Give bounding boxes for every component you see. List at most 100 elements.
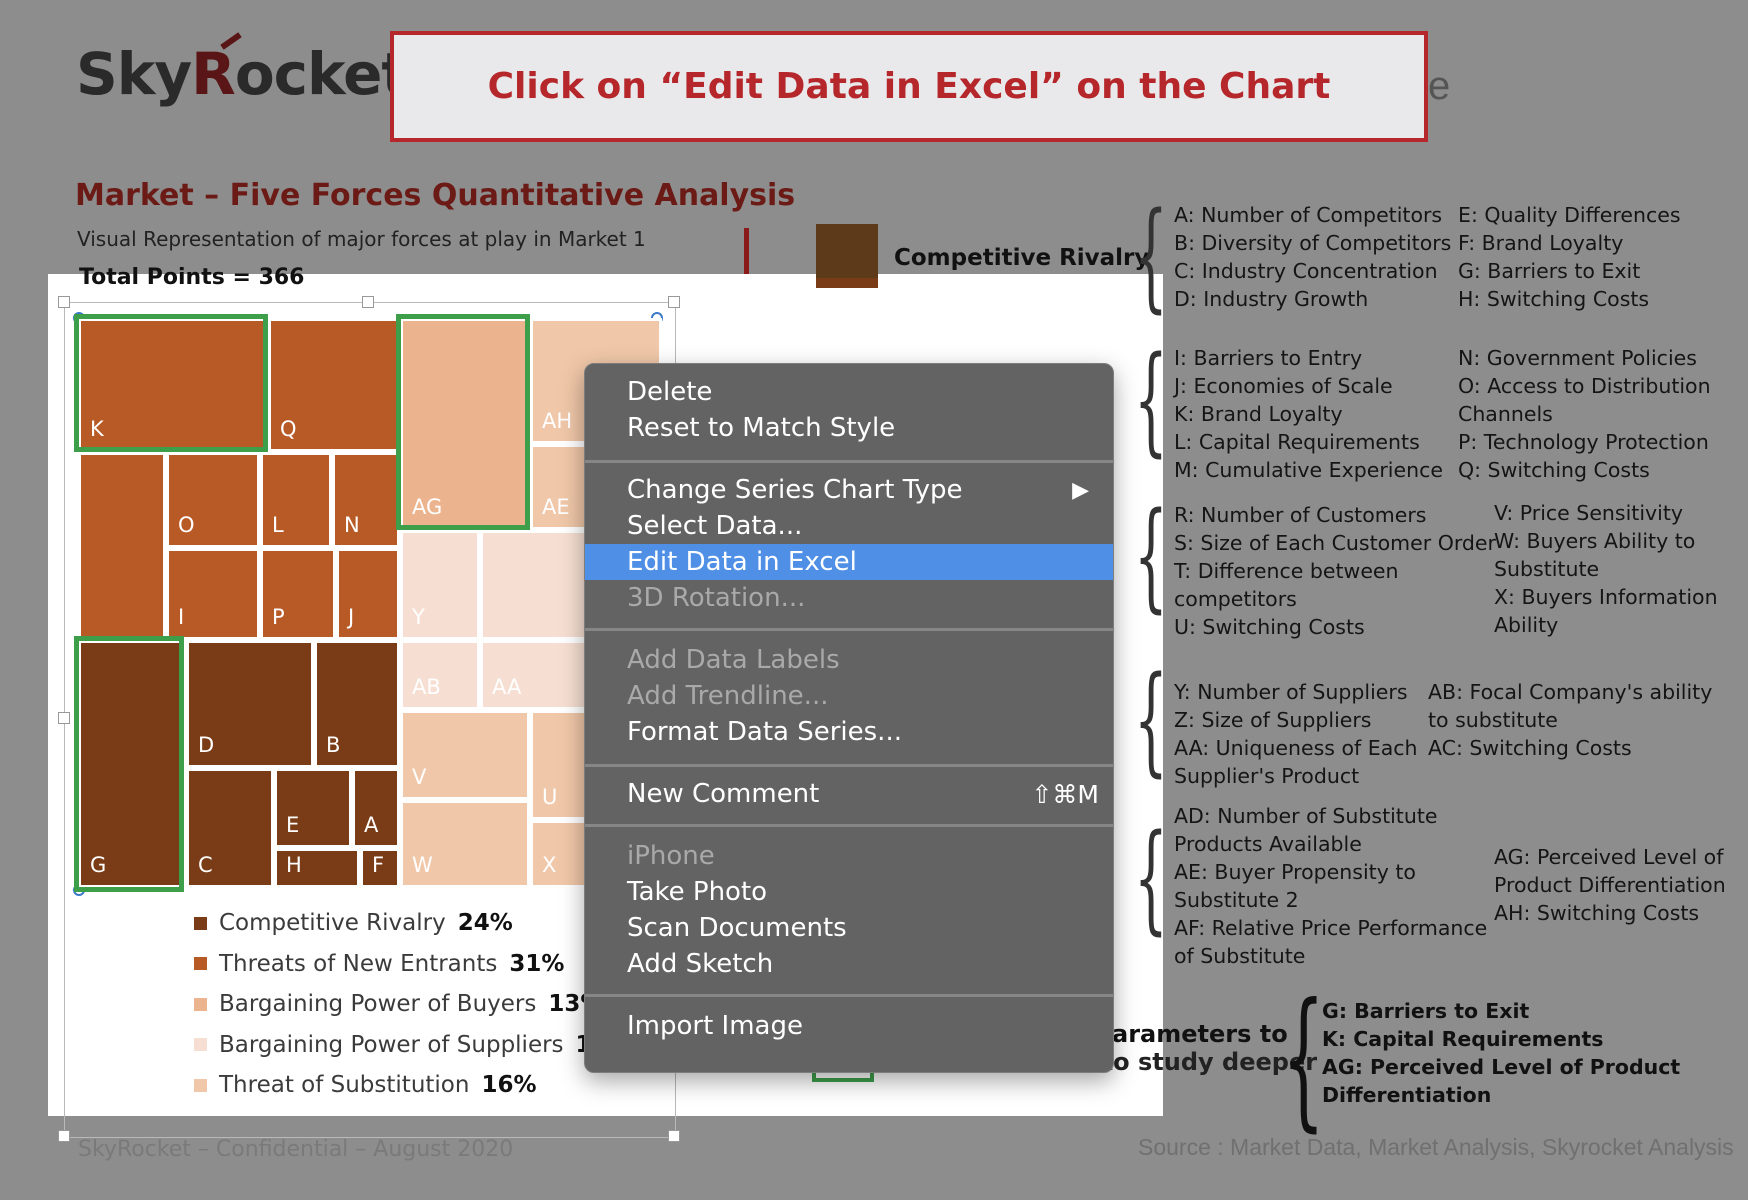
legend-label: Threat of Substitution (219, 1072, 470, 1098)
menu-item-label: Reset to Match Style (627, 413, 896, 443)
menu-item-delete[interactable]: Delete (585, 374, 1113, 410)
total-points: Total Points = 366 (79, 265, 305, 290)
resize-handle-bottom-left[interactable] (58, 1130, 70, 1142)
treemap-label: B (326, 733, 341, 757)
treemap-cell-v[interactable]: V (400, 710, 530, 800)
treemap-cell-l[interactable]: L (260, 452, 332, 548)
treemap-cell-b[interactable]: B (314, 640, 400, 768)
menu-separator (585, 628, 1113, 631)
params-text-line1: arameters to (1112, 1020, 1288, 1048)
entrants-factors-left: I: Barriers to Entry J: Economies of Sca… (1174, 346, 1443, 482)
treemap-label: J (348, 605, 355, 629)
treemap-cell-g[interactable]: G (78, 640, 186, 888)
treemap-label: O (178, 513, 195, 537)
highlight-outline-g (74, 636, 184, 892)
menu-item-label: Delete (627, 377, 713, 407)
menu-item-import-image[interactable]: Import Image (585, 1008, 1113, 1044)
menu-item-label: Import Image (627, 1011, 803, 1041)
menu-item-3d-rotation[interactable]: 3D Rotation... (585, 580, 1113, 616)
footer-confidential: SkyRocket – Confidential – August 2020 (78, 1137, 514, 1162)
menu-item-label: Scan Documents (627, 913, 847, 943)
menu-item-iphone[interactable]: iPhone (585, 838, 1113, 874)
treemap-cell-f[interactable]: F (360, 848, 400, 888)
legend-entry: Threat of Substitution 16% (194, 1070, 537, 1100)
treemap-cell-e[interactable]: E (274, 768, 352, 848)
menu-item-take-photo[interactable]: Take Photo (585, 874, 1113, 910)
highlight-outline-ag (396, 314, 530, 530)
legend-label: Bargaining Power of Suppliers (219, 1031, 564, 1058)
menu-item-reset-to-match-style[interactable]: Reset to Match Style (585, 410, 1113, 446)
resize-handle-bottom-right[interactable] (668, 1130, 680, 1142)
occluded-title-tail: e (1428, 64, 1451, 108)
treemap-cell-y[interactable]: Y (400, 530, 480, 640)
resize-handle-top[interactable] (362, 296, 374, 308)
menu-item-format-data-series[interactable]: Format Data Series... (585, 714, 1113, 750)
treemap-cell-p[interactable]: P (260, 548, 336, 640)
submenu-arrow-icon: ▶ (1072, 477, 1089, 503)
resize-handle-top-left[interactable] (58, 296, 70, 308)
brace-suppliers: { (1134, 650, 1168, 788)
treemap-cell-ab[interactable]: AB (400, 640, 480, 710)
menu-separator (585, 824, 1113, 827)
suppliers-factors-right: AB: Focal Company's ability to substitut… (1428, 680, 1713, 760)
treemap-label: AE (542, 495, 570, 519)
suppliers-factors-left: Y: Number of Suppliers Z: Size of Suppli… (1174, 680, 1418, 788)
menu-item-select-data[interactable]: Select Data... (585, 508, 1113, 544)
treemap-label: G (90, 853, 107, 877)
treemap-cell-h[interactable]: H (274, 848, 360, 888)
menu-item-label: Add Trendline... (627, 681, 829, 711)
menu-separator (585, 460, 1113, 463)
treemap-cell-j[interactable]: J (336, 548, 400, 640)
menu-item-label: Select Data... (627, 511, 803, 541)
slide-title: Market – Five Forces Quantitative Analys… (75, 178, 796, 213)
menu-item-add-sketch[interactable]: Add Sketch (585, 946, 1113, 982)
substitution-factors-right: AG: Perceived Level of Product Different… (1494, 845, 1726, 925)
treemap-cell-q[interactable]: Q (268, 318, 400, 452)
menu-item-edit-data-in-excel[interactable]: Edit Data in Excel (585, 544, 1113, 580)
menu-item-label: Add Data Labels (627, 645, 840, 675)
treemap-cell-c[interactable]: C (186, 768, 274, 888)
menu-item-new-comment[interactable]: New Comment ⇧⌘M (585, 776, 1113, 812)
highlight-outline-k (74, 314, 268, 452)
treemap-cell-o[interactable]: O (166, 452, 260, 548)
treemap-label: W (412, 853, 433, 877)
entrants-factors-right: N: Government Policies O: Access to Dist… (1458, 346, 1711, 482)
buyers-factors-right: V: Price Sensitivity W: Buyers Ability t… (1494, 501, 1718, 637)
treemap-label: Y (412, 605, 425, 629)
treemap-cell-n[interactable]: N (332, 452, 400, 548)
legend-label: Competitive Rivalry (219, 910, 446, 936)
context-menu[interactable]: Delete Reset to Match Style Change Series … (584, 363, 1114, 1073)
treemap-label: D (198, 733, 215, 757)
treemap-label: V (412, 765, 427, 789)
logo-text-ocket: ocket (234, 40, 409, 108)
treemap-label: E (286, 813, 300, 837)
treemap-cell-d[interactable]: D (186, 640, 314, 768)
menu-item-add-trendline[interactable]: Add Trendline... (585, 678, 1113, 714)
brace-entrants: { (1134, 330, 1168, 468)
menu-item-label: iPhone (627, 841, 715, 871)
instruction-text: Click on “Edit Data in Excel” on the Cha… (487, 66, 1331, 107)
treemap-label: Q (280, 417, 297, 441)
menu-item-add-data-labels[interactable]: Add Data Labels (585, 642, 1113, 678)
treemap-cell-a[interactable]: A (352, 768, 400, 848)
resize-handle-top-right[interactable] (668, 296, 680, 308)
legend-label: Bargaining Power of Buyers (219, 991, 537, 1017)
brace-deep-study: { (1282, 972, 1325, 1146)
legend-percent: 24% (457, 910, 513, 936)
skyrocket-logo: SkyRocket (76, 40, 409, 108)
menu-item-label: Format Data Series... (627, 717, 902, 747)
treemap-label: AH (542, 409, 573, 433)
legend-percent: 31% (509, 950, 565, 977)
treemap-cell-w[interactable]: W (400, 800, 530, 888)
brace-substitution: { (1134, 808, 1168, 946)
slide-subtitle: Visual Representation of major forces at… (77, 227, 646, 251)
treemap-cell-i[interactable]: I (166, 548, 260, 640)
menu-separator (585, 994, 1113, 997)
menu-item-label: New Comment (627, 779, 820, 809)
menu-item-label: Change Series Chart Type (627, 475, 963, 505)
menu-item-change-series-chart-type[interactable]: Change Series Chart Type ▶ (585, 472, 1113, 508)
menu-item-label: 3D Rotation... (627, 583, 806, 613)
menu-item-scan-documents[interactable]: Scan Documents (585, 910, 1113, 946)
resize-handle-left[interactable] (58, 712, 70, 724)
